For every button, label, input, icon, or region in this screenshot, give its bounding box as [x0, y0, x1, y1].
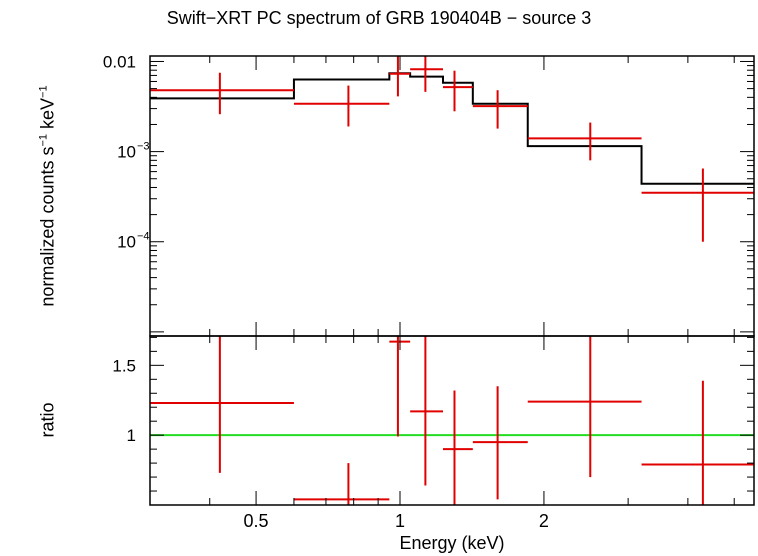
y-tick-exponent-spectrum-2: −3	[137, 141, 150, 153]
y-tick-label-spectrum-1: 0.01	[103, 52, 136, 71]
x-tick-label-2: 1	[395, 511, 405, 531]
model-step-line	[150, 72, 754, 185]
y-tick-label-ratio-1: 1.5	[112, 356, 136, 375]
ratio-panel-frame	[149, 335, 755, 506]
y-tick-label-spectrum-2: 10	[117, 143, 136, 162]
x-tick-label-1: 0.5	[244, 511, 269, 531]
chart-title: Swift−XRT PC spectrum of GRB 190404B − s…	[166, 8, 592, 28]
y-tick-label-spectrum-3: 10	[117, 233, 136, 252]
x-axis-label: Energy (keV)	[399, 533, 505, 553]
y-tick-exponent-spectrum-3: −4	[137, 231, 150, 243]
y-tick-label-ratio-2: 1	[127, 426, 136, 445]
x-tick-label-3: 2	[539, 511, 549, 531]
